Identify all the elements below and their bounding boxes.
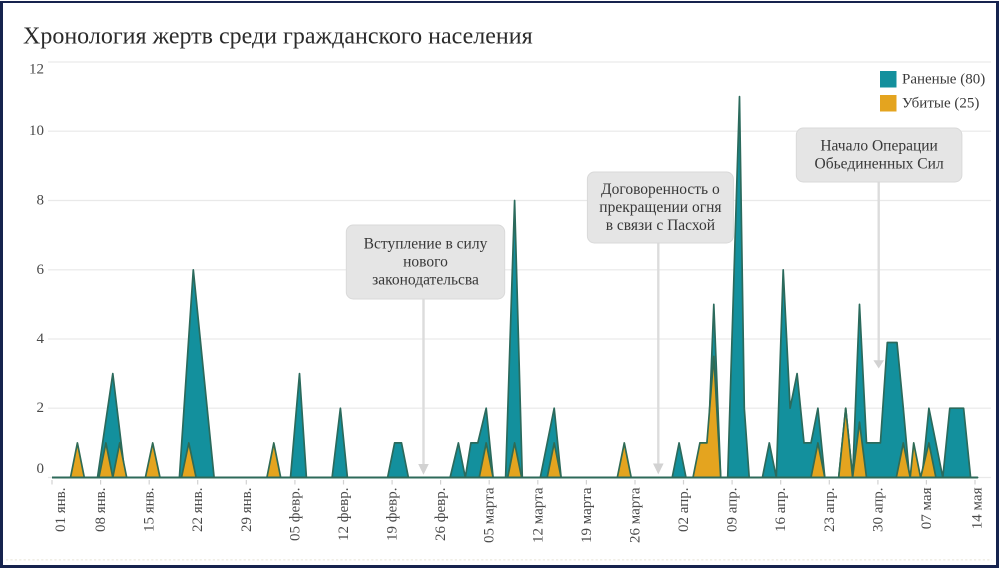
svg-text:23 апр.: 23 апр. (822, 488, 838, 533)
svg-text:нового: нового (403, 254, 448, 271)
svg-text:19 марта: 19 марта (579, 487, 595, 543)
svg-text:Раненые (80): Раненые (80) (902, 72, 985, 88)
svg-text:05 марта: 05 марта (482, 487, 498, 543)
svg-text:в связи с Пасхой: в связи с Пасхой (606, 217, 715, 234)
svg-text:09 апр.: 09 апр. (725, 488, 741, 533)
svg-text:4: 4 (37, 331, 45, 347)
svg-text:прекращении огня: прекращении огня (599, 199, 721, 216)
svg-text:30 апр.: 30 апр. (870, 488, 886, 533)
svg-text:07 мая: 07 мая (919, 487, 935, 529)
svg-text:01 янв.: 01 янв. (53, 488, 69, 533)
svg-text:26 февр.: 26 февр. (433, 488, 449, 541)
svg-text:05 февр.: 05 февр. (287, 488, 303, 541)
svg-text:6: 6 (37, 262, 45, 278)
svg-text:26 марта: 26 марта (628, 487, 644, 543)
svg-text:29 янв.: 29 янв. (239, 488, 255, 533)
svg-text:12 марта: 12 марта (530, 487, 546, 543)
svg-text:08 янв.: 08 янв. (93, 488, 109, 533)
svg-text:Вступление в силу: Вступление в силу (364, 236, 488, 253)
svg-text:22 янв.: 22 янв. (190, 488, 206, 533)
svg-text:Договоренность о: Договоренность о (601, 181, 720, 198)
svg-text:10: 10 (29, 123, 44, 139)
svg-text:02 апр.: 02 апр. (676, 488, 692, 533)
svg-text:Убитые (25): Убитые (25) (902, 96, 979, 112)
svg-text:19 февр.: 19 февр. (385, 488, 401, 541)
svg-text:законодательсва: законодательсва (372, 272, 479, 289)
svg-text:Начало Операции: Начало Операции (820, 138, 938, 155)
svg-text:8: 8 (37, 193, 45, 209)
svg-text:2: 2 (37, 400, 45, 416)
svg-text:16 апр.: 16 апр. (773, 488, 789, 533)
svg-text:15 янв.: 15 янв. (142, 488, 158, 533)
svg-text:Обьединенных Сил: Обьединенных Сил (815, 156, 944, 173)
svg-text:12: 12 (29, 62, 44, 78)
svg-text:12 февр.: 12 февр. (336, 488, 352, 541)
svg-text:0: 0 (37, 461, 45, 477)
svg-text:Хронология жертв среди граждан: Хронология жертв среди гражданского насе… (23, 24, 533, 50)
svg-text:14 мая: 14 мая (970, 487, 986, 529)
